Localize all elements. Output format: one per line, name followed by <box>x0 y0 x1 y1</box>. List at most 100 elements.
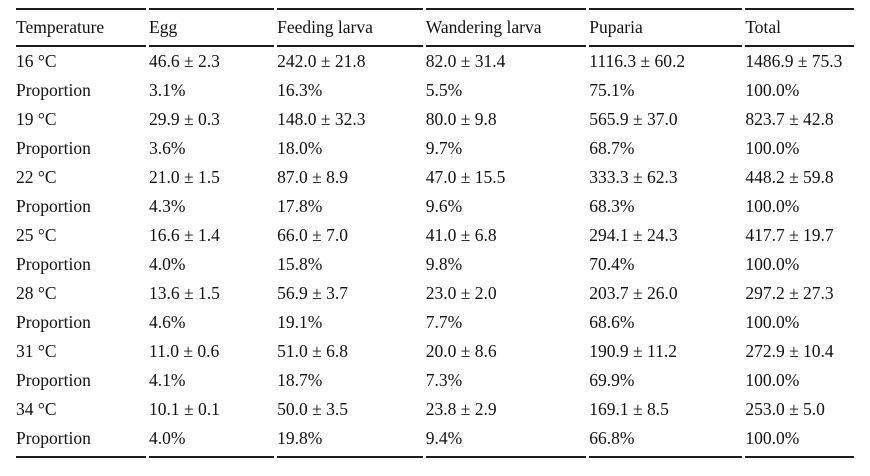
table-cell: 19.8% <box>277 424 423 458</box>
table-cell: 16.6 ± 1.4 <box>149 225 220 245</box>
table-cell: 80.0 ± 9.8 <box>425 109 497 129</box>
table-cell: 15.8% <box>277 254 323 274</box>
table-cell: 148.0 ± 32.3 <box>277 109 366 129</box>
table-cell: 100.0% <box>745 80 800 100</box>
header-cell-feeding-larva: Feeding larva <box>277 8 423 47</box>
table-cell: 169.1 ± 8.5 <box>589 399 669 419</box>
table-cell: Proportion <box>16 80 91 100</box>
table-cell: 66.8% <box>589 424 743 458</box>
table-cell: 1486.9 ± 75.3 <box>745 51 843 71</box>
header-row: Temperature Egg Feeding larva Wandering … <box>16 8 854 47</box>
table-cell: 4.0% <box>149 424 275 458</box>
table-cell: 68.3% <box>589 196 635 216</box>
table-cell: 294.1 ± 24.3 <box>589 225 678 245</box>
table-cell: 69.9% <box>589 370 635 390</box>
table-cell: Proportion <box>16 138 91 158</box>
table-row: 28 °C 13.6 ± 1.5 56.9 ± 3.7 23.0 ± 2.0 203.7… <box>16 279 854 308</box>
table-cell: 50.0 ± 3.5 <box>277 399 348 419</box>
table-cell: 4.3% <box>149 196 186 216</box>
table-cell: 272.9 ± 10.4 <box>745 341 834 361</box>
table-row: Proportion 4.0% 19.8% 9.4% 66.8% 100.0% <box>16 424 854 458</box>
table-cell: 333.3 ± 62.3 <box>589 167 678 187</box>
table-cell: 70.4% <box>589 254 635 274</box>
table-cell: Proportion <box>16 370 91 390</box>
table-cell: 41.0 ± 6.8 <box>425 225 497 245</box>
table-cell: 47.0 ± 15.5 <box>425 167 506 187</box>
table-cell: 68.7% <box>589 138 635 158</box>
table-cell: 13.6 ± 1.5 <box>149 283 220 303</box>
table-cell: 1116.3 ± 60.2 <box>589 51 686 71</box>
header-cell-wandering-larva: Wandering larva <box>425 8 587 47</box>
table-cell: 18.7% <box>277 370 323 390</box>
table-cell: 565.9 ± 37.0 <box>589 109 678 129</box>
table-row: 34 °C 10.1 ± 0.1 50.0 ± 3.5 23.8 ± 2.9 169.1… <box>16 395 854 424</box>
table-cell: 100.0% <box>745 312 800 332</box>
table-cell: Proportion <box>16 312 91 332</box>
table-cell: 9.7% <box>425 138 463 158</box>
table-cell: 100.0% <box>745 370 800 390</box>
table-cell: 16.3% <box>277 80 323 100</box>
table-cell: 46.6 ± 2.3 <box>149 51 220 71</box>
header-cell-egg: Egg <box>149 8 275 47</box>
table-cell: 82.0 ± 31.4 <box>425 51 506 71</box>
table-cell: 100.0% <box>745 254 800 274</box>
table-cell: 3.6% <box>149 138 186 158</box>
table-cell: 19 °C <box>16 109 57 129</box>
table-row: 19 °C 29.9 ± 0.3 148.0 ± 32.3 80.0 ± 9.8 565… <box>16 105 854 134</box>
table-cell: 25 °C <box>16 225 57 245</box>
table-cell: 68.6% <box>589 312 635 332</box>
table-cell: 190.9 ± 11.2 <box>589 341 677 361</box>
table-cell: 17.8% <box>277 196 323 216</box>
table-cell: 417.7 ± 19.7 <box>745 225 834 245</box>
table-cell: 203.7 ± 26.0 <box>589 283 678 303</box>
table-cell: 9.6% <box>425 196 463 216</box>
table-cell: 297.2 ± 27.3 <box>745 283 834 303</box>
table-cell: 29.9 ± 0.3 <box>149 109 220 129</box>
table-cell: 23.0 ± 2.0 <box>425 283 497 303</box>
table-cell: 20.0 ± 8.6 <box>425 341 497 361</box>
table-cell: Proportion <box>16 254 91 274</box>
table-cell: 4.1% <box>149 370 186 390</box>
table-row: Proportion 4.3% 17.8% 9.6% 68.3% 100.0% <box>16 192 854 221</box>
table-body: 16 °C 46.6 ± 2.3 242.0 ± 21.8 82.0 ± 31.4 11… <box>16 47 854 458</box>
table-row: 16 °C 46.6 ± 2.3 242.0 ± 21.8 82.0 ± 31.4 11… <box>16 47 854 76</box>
table-cell: 3.1% <box>149 80 186 100</box>
header-cell-total: Total <box>745 8 854 47</box>
table-cell: 242.0 ± 21.8 <box>277 51 366 71</box>
table-row: 25 °C 16.6 ± 1.4 66.0 ± 7.0 41.0 ± 6.8 294.1… <box>16 221 854 250</box>
table-row: Proportion 3.1% 16.3% 5.5% 75.1% 100.0% <box>16 76 854 105</box>
table-cell: 51.0 ± 6.8 <box>277 341 348 361</box>
table-cell: 823.7 ± 42.8 <box>745 109 834 129</box>
table-cell: 87.0 ± 8.9 <box>277 167 348 187</box>
table-row: Proportion 4.1% 18.7% 7.3% 69.9% 100.0% <box>16 366 854 395</box>
table-cell: 31 °C <box>16 341 57 361</box>
table-row: Proportion 4.0% 15.8% 9.8% 70.4% 100.0% <box>16 250 854 279</box>
table-cell: 10.1 ± 0.1 <box>149 399 220 419</box>
table-cell: 7.7% <box>425 312 463 332</box>
data-table: Temperature Egg Feeding larva Wandering … <box>13 8 857 458</box>
header-cell-puparia: Puparia <box>589 8 743 47</box>
table-cell: 11.0 ± 0.6 <box>149 341 220 361</box>
table-cell: 448.2 ± 59.8 <box>745 167 834 187</box>
table-cell: 5.5% <box>425 80 463 100</box>
table-row: Proportion 3.6% 18.0% 9.7% 68.7% 100.0% <box>16 134 854 163</box>
table-row: 31 °C 11.0 ± 0.6 51.0 ± 6.8 20.0 ± 8.6 190.9… <box>16 337 854 366</box>
table-row: Proportion 4.6% 19.1% 7.7% 68.6% 100.0% <box>16 308 854 337</box>
table-cell: 253.0 ± 5.0 <box>745 399 825 419</box>
table-cell: 28 °C <box>16 283 57 303</box>
table-cell: 4.6% <box>149 312 186 332</box>
table-cell: 4.0% <box>149 254 186 274</box>
table-cell: 7.3% <box>425 370 463 390</box>
table-cell: 21.0 ± 1.5 <box>149 167 220 187</box>
table-cell: 75.1% <box>589 80 635 100</box>
table-cell: 19.1% <box>277 312 323 332</box>
table-cell: Proportion <box>16 196 91 216</box>
table-cell: 100.0% <box>745 424 854 458</box>
table-cell: 100.0% <box>745 138 800 158</box>
table-cell: 100.0% <box>745 196 800 216</box>
table-cell: Proportion <box>16 424 147 458</box>
table-cell: 18.0% <box>277 138 323 158</box>
table-row: 22 °C 21.0 ± 1.5 87.0 ± 8.9 47.0 ± 15.5 333.… <box>16 163 854 192</box>
table-cell: 23.8 ± 2.9 <box>425 399 497 419</box>
